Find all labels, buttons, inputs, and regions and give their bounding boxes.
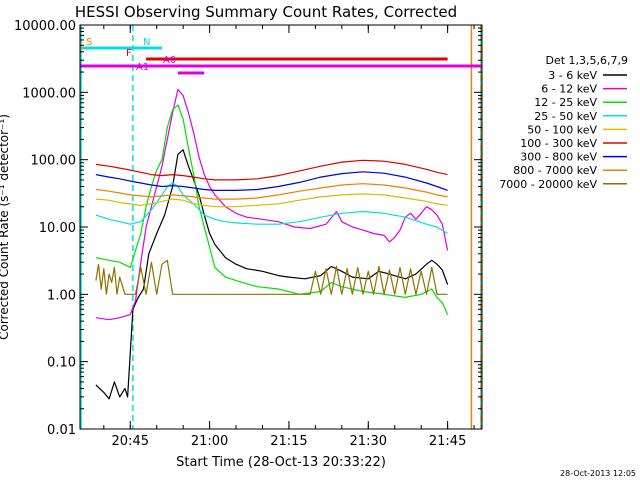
- generation-timestamp: 28-Oct-2013 12:05: [560, 469, 636, 478]
- series-100-300-kev: [95, 159, 448, 181]
- flag-label-a0: A0: [163, 55, 176, 66]
- y-tick-label-10000-00: 10000.00: [14, 19, 76, 34]
- flag-label-s: S: [86, 37, 92, 48]
- legend-label-50-100-kev: 50 - 100 keV: [527, 123, 597, 136]
- legend-header: Det 1,3,5,6,7,9: [545, 54, 628, 67]
- legend-label-100-300-kev: 100 - 300 keV: [520, 137, 597, 150]
- x-axis: 20:45 21:00 21:15 21:30 21:45: [103, 25, 475, 449]
- series-25-50-kev: [95, 182, 448, 235]
- x-tick-label-21-45: 21:45: [429, 434, 466, 449]
- x-tick-label-21-15: 21:15: [270, 434, 307, 449]
- legend-label-7000-20000-kev: 7000 - 20000 keV: [499, 178, 597, 191]
- y-tick-label-100-00: 100.00: [31, 154, 77, 169]
- y-tick-label-0-10: 0.10: [47, 356, 76, 371]
- y-axis-label: Corrected Count Rate (s⁻¹ detector⁻¹): [0, 114, 11, 340]
- legend-label-12-25-kev: 12 - 25 keV: [534, 96, 597, 109]
- y-tick-label-10-00: 10.00: [39, 221, 76, 236]
- legend-label-25-50-kev: 25 - 50 keV: [534, 110, 597, 123]
- x-axis-label: Start Time (28-Oct-13 20:33:22): [176, 455, 386, 470]
- y-tick-label-1000-00: 1000.00: [22, 86, 76, 101]
- y-axis: 10000.00 1000.00 100.00 10.00 1.00 0.10 0.01: [14, 19, 482, 438]
- x-tick-label-20-45: 20:45: [112, 434, 149, 449]
- legend-label-6-12-kev: 6 - 12 keV: [541, 83, 597, 96]
- plot-frame: [79, 24, 483, 430]
- flag-label-n: N: [143, 37, 150, 48]
- y-tick-label-0-01: 0.01: [47, 423, 76, 438]
- series-300-800-kev: [95, 171, 448, 191]
- observing-flags: SNFA0A1: [80, 37, 482, 75]
- vertical-markers: [80, 25, 482, 429]
- x-tick-label-21-00: 21:00: [191, 434, 228, 449]
- legend-label-800-7000-kev: 800 - 7000 keV: [513, 164, 597, 177]
- chart-title: HESSI Observing Summary Count Rates, Cor…: [75, 3, 457, 21]
- series-800-7000-kev: [95, 183, 448, 200]
- legend-label-300-800-kev: 300 - 800 keV: [520, 151, 597, 164]
- series-7000-20000-kev: [95, 259, 448, 295]
- flag-label-f: F: [126, 48, 132, 59]
- x-tick-label-21-30: 21:30: [350, 434, 387, 449]
- series-lines: [95, 88, 449, 400]
- legend-label-3-6-kev: 3 - 6 keV: [548, 69, 597, 82]
- y-tick-label-1-00: 1.00: [47, 288, 76, 303]
- series-12-25-kev: [95, 104, 449, 315]
- series-50-100-kev: [95, 193, 448, 208]
